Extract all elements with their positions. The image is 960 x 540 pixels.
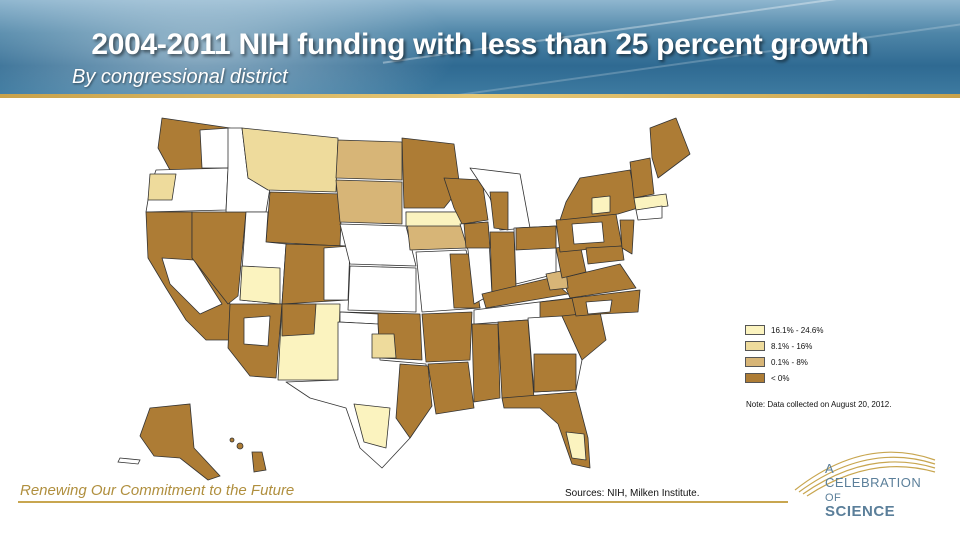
region-florida-south (565, 431, 587, 461)
region-texas-east (395, 363, 433, 439)
legend-item: < 0% (745, 370, 945, 386)
data-note: Note: Data collected on August 20, 2012. (746, 400, 892, 409)
region-louisiana (427, 361, 475, 415)
region-wyoming (265, 191, 343, 247)
celebration-of-science-logo: A CELEBRATION OF SCIENCE (785, 440, 955, 530)
region-pennsylvania-center (571, 221, 605, 245)
region-maryland (585, 245, 625, 265)
banner-glow (0, 0, 460, 94)
region-oregon-coast (147, 173, 177, 201)
title-banner: 2004-2011 NIH funding with less than 25 … (0, 0, 960, 94)
sources-note: Sources: NIH, Milken Institute. (565, 488, 700, 499)
region-new-mexico-north (281, 303, 317, 337)
region-vermont-nh (629, 157, 655, 199)
logo-line-3: OF SCIENCE (825, 490, 907, 519)
footer-tagline: Renewing Our Commitment to the Future (20, 482, 295, 499)
legend-swatch (745, 325, 765, 335)
region-hawaii-island (236, 442, 244, 450)
legend-item: 8.1% - 16% (745, 338, 945, 354)
legend-label: 16.1% - 24.6% (771, 325, 824, 335)
region-alaska-islands (117, 457, 141, 465)
logo-arcs-icon (794, 451, 936, 497)
region-alabama (497, 319, 535, 399)
region-ohio-north (515, 225, 557, 251)
logo-of: OF (825, 492, 842, 504)
region-south-dakota (335, 179, 403, 225)
logo-line-2: CELEBRATION (825, 475, 922, 490)
region-hawaii-island (229, 437, 235, 443)
map-legend: 16.1% - 24.6% 8.1% - 16% 0.1% - 8% < 0% (745, 322, 945, 386)
us-congressional-district-map (117, 117, 691, 481)
region-montana (241, 127, 339, 193)
footer-rule (18, 501, 788, 503)
logo-line-1: A (825, 461, 835, 476)
region-arizona-center (243, 315, 271, 347)
region-utah-south (239, 265, 281, 305)
region-texas-north (371, 333, 397, 359)
region-wisconsin (443, 177, 489, 225)
logo-science: SCIENCE (825, 503, 896, 520)
region-new-jersey (619, 219, 635, 255)
region-hawaii (251, 451, 267, 473)
region-texas-south (353, 403, 391, 449)
region-california-central (161, 257, 223, 315)
legend-label: 0.1% - 8% (771, 357, 808, 367)
region-illinois-north (463, 221, 491, 249)
region-indiana (489, 231, 517, 295)
region-washington-east (199, 127, 231, 169)
region-mississippi (471, 323, 501, 403)
region-georgia-south (533, 353, 577, 393)
region-texas (285, 321, 431, 469)
region-nebraska (339, 223, 417, 267)
region-connecticut-ri (635, 205, 663, 221)
region-michigan-west (489, 191, 509, 231)
title-underline (0, 94, 960, 98)
region-alaska (139, 403, 221, 481)
region-iowa-north (405, 211, 463, 227)
region-north-dakota (335, 139, 403, 181)
region-maine (649, 117, 691, 179)
legend-swatch (745, 373, 765, 383)
legend-swatch (745, 341, 765, 351)
region-north-carolina-mid (585, 299, 613, 315)
region-new-york (559, 169, 639, 221)
region-arkansas (421, 311, 473, 363)
legend-swatch (745, 357, 765, 367)
legend-label: < 0% (771, 373, 790, 383)
legend-item: 16.1% - 24.6% (745, 322, 945, 338)
region-virginia (561, 263, 637, 299)
slide-title: 2004-2011 NIH funding with less than 25 … (91, 28, 869, 61)
region-florida (501, 391, 591, 469)
region-colorado-east (323, 245, 351, 301)
legend-label: 8.1% - 16% (771, 341, 813, 351)
region-new-york-mid (591, 195, 611, 215)
legend-item: 0.1% - 8% (745, 354, 945, 370)
region-kansas (347, 265, 417, 313)
slide-subtitle: By congressional district (72, 66, 288, 88)
